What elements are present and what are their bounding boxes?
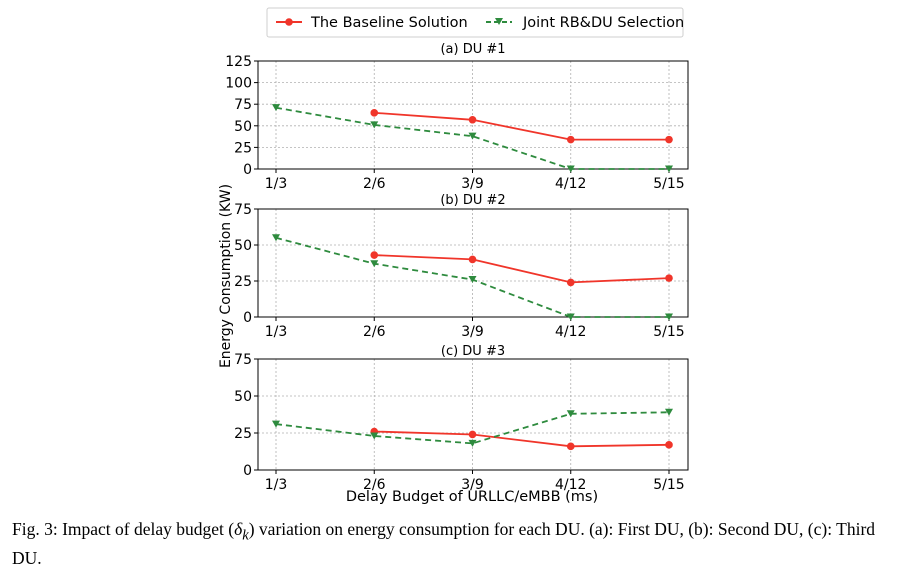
x-tick-label: 1/3 bbox=[265, 324, 288, 340]
y-tick-label: 0 bbox=[243, 463, 252, 479]
x-axis-label: Delay Budget of URLLC/eMBB (ms) bbox=[346, 489, 598, 505]
y-tick-label: 25 bbox=[234, 426, 252, 442]
x-tick-label: 5/15 bbox=[653, 477, 684, 493]
data-point bbox=[566, 313, 575, 321]
plot-area-frame bbox=[257, 358, 689, 471]
y-tick-label: 25 bbox=[234, 274, 252, 290]
x-tick-label: 1/3 bbox=[265, 176, 288, 192]
x-tick-label: 1/3 bbox=[265, 477, 288, 493]
data-point bbox=[272, 104, 280, 112]
data-point bbox=[468, 115, 477, 124]
x-tick-label: 3/9 bbox=[461, 324, 484, 340]
data-point bbox=[665, 313, 673, 321]
x-tick-label: 4/12 bbox=[555, 324, 586, 340]
data-point bbox=[370, 121, 379, 129]
data-point bbox=[665, 408, 673, 416]
y-tick-label: 75 bbox=[234, 352, 252, 368]
x-tick-label: 5/15 bbox=[653, 324, 684, 340]
caption-delta-subscript: k bbox=[242, 527, 249, 544]
subplot-title: (a) DU #1 bbox=[440, 42, 505, 57]
data-point bbox=[468, 276, 477, 284]
legend-baseline-label: The Baseline Solution bbox=[310, 15, 468, 31]
x-tick-label: 2/6 bbox=[363, 176, 386, 192]
figure-caption: Fig. 3: Impact of delay budget (δk) vari… bbox=[12, 518, 892, 569]
legend-box bbox=[266, 7, 684, 38]
x-tick-label: 3/9 bbox=[461, 477, 484, 493]
y-tick-label: 50 bbox=[234, 119, 252, 135]
y-tick-label: 0 bbox=[243, 162, 252, 178]
subplot-title: (c) DU #3 bbox=[441, 344, 505, 359]
series-line bbox=[374, 254, 670, 284]
y-tick-label: 75 bbox=[234, 202, 252, 218]
subplot-3: (c) DU #3 0 25 50 75 1/3 2/6 3/9 4/12 5/15 bbox=[234, 344, 689, 493]
data-point bbox=[665, 165, 673, 173]
caption-suffix: ) variation on energy consumption for ea… bbox=[12, 519, 876, 568]
y-tick-label: 75 bbox=[234, 97, 252, 113]
x-tick-label: 4/12 bbox=[555, 176, 586, 192]
series-line bbox=[374, 430, 670, 448]
caption-prefix: Fig. 3: Impact of delay budget ( bbox=[12, 519, 235, 539]
x-tick-label: 2/6 bbox=[363, 477, 386, 493]
y-axis-label: Energy Consumption (KW) bbox=[218, 184, 234, 368]
figure: The Baseline Solution Joint RB&DU Select… bbox=[218, 7, 689, 505]
data-point bbox=[468, 439, 477, 447]
data-point bbox=[665, 135, 673, 144]
data-point bbox=[468, 255, 477, 264]
data-point bbox=[468, 430, 477, 439]
y-tick-label: 0 bbox=[243, 310, 252, 326]
data-point bbox=[665, 441, 673, 449]
y-tick-label: 50 bbox=[234, 389, 252, 405]
x-tick-label: 4/12 bbox=[555, 477, 586, 493]
x-tick-label: 2/6 bbox=[363, 324, 386, 340]
data-point bbox=[272, 234, 280, 242]
data-point bbox=[566, 165, 575, 173]
series-line bbox=[374, 111, 669, 141]
subplot-1: (a) DU #1 0 25 50 75 100 125 1/3 2/6 3/9 4/12 5/15 bbox=[225, 42, 689, 192]
series-line bbox=[275, 106, 669, 170]
plot-area-frame bbox=[257, 208, 689, 318]
caption-delta-symbol: δ bbox=[234, 519, 243, 539]
data-point bbox=[370, 251, 379, 259]
plot-area-frame bbox=[257, 60, 689, 170]
subplot-2: (b) DU #2 0 25 50 75 1/3 2/6 3/9 4/12 5/15 bbox=[234, 193, 689, 340]
data-point bbox=[566, 135, 575, 144]
data-point bbox=[370, 109, 379, 117]
data-point bbox=[566, 278, 575, 287]
y-tick-label: 125 bbox=[225, 54, 252, 70]
x-tick-label: 3/9 bbox=[461, 176, 484, 192]
legend: The Baseline Solution Joint RB&DU Select… bbox=[266, 7, 684, 38]
data-point bbox=[370, 432, 379, 440]
y-tick-label: 25 bbox=[234, 140, 252, 156]
data-point bbox=[468, 132, 477, 140]
y-tick-label: 50 bbox=[234, 238, 252, 254]
data-point bbox=[665, 274, 673, 282]
series-line bbox=[275, 411, 670, 445]
data-point bbox=[566, 410, 575, 418]
data-point bbox=[272, 420, 280, 428]
data-point bbox=[566, 442, 575, 451]
legend-joint-marker bbox=[495, 18, 503, 25]
legend-joint-label: Joint RB&DU Selection bbox=[522, 15, 684, 31]
subplot-title: (b) DU #2 bbox=[440, 193, 505, 208]
data-point bbox=[370, 260, 379, 268]
y-tick-label: 100 bbox=[225, 76, 252, 92]
x-tick-label: 5/15 bbox=[653, 176, 684, 192]
legend-baseline-marker bbox=[285, 18, 293, 26]
